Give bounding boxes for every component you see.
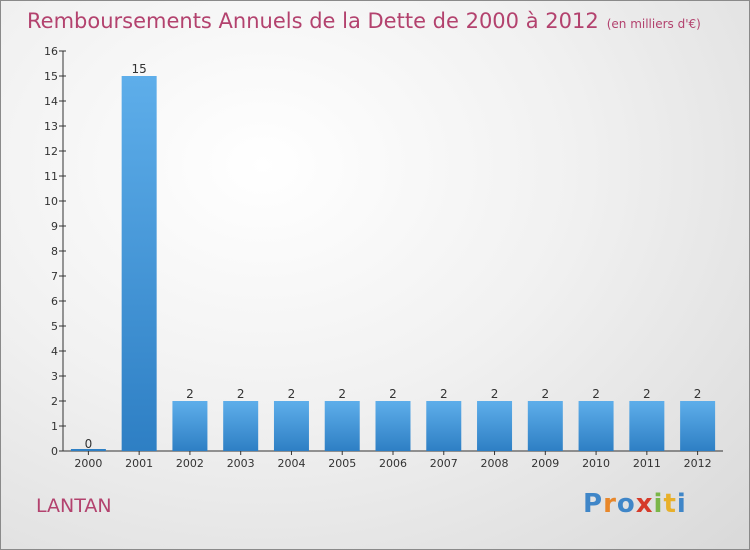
data-label: 2 — [237, 387, 245, 401]
y-tick-label: 3 — [51, 370, 58, 383]
logo-letter: i — [676, 489, 687, 519]
data-label: 0 — [85, 437, 93, 451]
chart-subtitle: (en milliers d'€) — [606, 17, 701, 31]
x-tick-label: 2007 — [430, 457, 458, 470]
bar — [527, 401, 563, 451]
y-tick-label: 2 — [51, 395, 58, 408]
x-tick-label: 2011 — [633, 457, 661, 470]
x-tick-label: 2008 — [481, 457, 509, 470]
logo-letter: t — [663, 489, 677, 519]
bar — [680, 401, 716, 451]
x-tick-label: 2006 — [379, 457, 407, 470]
x-tick-label: 2005 — [328, 457, 356, 470]
bar — [324, 401, 360, 451]
logo-letter: i — [653, 489, 664, 519]
bar — [172, 401, 208, 451]
x-tick-label: 2010 — [582, 457, 610, 470]
y-tick-label: 6 — [51, 295, 58, 308]
x-tick-label: 2000 — [74, 457, 102, 470]
y-tick-label: 14 — [44, 95, 58, 108]
data-label: 2 — [440, 387, 448, 401]
logo-letter: x — [635, 489, 654, 519]
data-label: 2 — [491, 387, 499, 401]
y-tick-label: 5 — [51, 320, 58, 333]
x-tick-label: 2004 — [277, 457, 305, 470]
x-axis: 2000 2001 2002 2003 2004 2005 2006 2007 2008 2009… — [63, 450, 723, 470]
x-tick-label: 2001 — [125, 457, 153, 470]
y-tick-label: 13 — [44, 120, 58, 133]
y-tick-label: 16 — [44, 45, 58, 58]
data-label: 2 — [694, 387, 702, 401]
data-label: 2 — [643, 387, 651, 401]
bar — [375, 401, 411, 451]
x-tick-label: 2003 — [227, 457, 255, 470]
y-tick-label: 8 — [51, 245, 58, 258]
y-tick-label: 0 — [51, 445, 58, 458]
y-tick-label: 12 — [44, 145, 58, 158]
logo-letter: P — [583, 489, 604, 519]
bar — [121, 76, 157, 451]
y-tick-label: 15 — [44, 70, 58, 83]
bar — [273, 401, 309, 451]
title-text: Remboursements Annuels de la Dette de 20… — [27, 9, 599, 33]
y-tick-label: 11 — [44, 170, 58, 183]
bar — [477, 401, 513, 451]
bars: 0 15 2 2 2 2 2 2 2 2 2 2 2 — [70, 62, 716, 451]
commune-name: LANTAN — [36, 495, 112, 517]
data-label: 15 — [132, 62, 147, 76]
bar — [426, 401, 462, 451]
logo-letter: o — [616, 489, 636, 519]
bar — [578, 401, 614, 451]
data-label: 2 — [592, 387, 600, 401]
data-label: 2 — [541, 387, 549, 401]
x-tick-label: 2009 — [531, 457, 559, 470]
logo-letter: r — [603, 489, 617, 519]
y-tick-label: 4 — [51, 345, 58, 358]
x-tick-label: 2012 — [684, 457, 712, 470]
chart-title: Remboursements Annuels de la Dette de 20… — [27, 9, 701, 33]
data-label: 2 — [186, 387, 194, 401]
bar — [223, 401, 259, 451]
data-label: 2 — [288, 387, 296, 401]
y-tick-label: 9 — [51, 220, 58, 233]
y-tick-label: 7 — [51, 270, 58, 283]
data-label: 2 — [389, 387, 397, 401]
y-tick-label: 1 — [51, 420, 58, 433]
data-label: 2 — [338, 387, 346, 401]
bar — [629, 401, 665, 451]
x-tick-label: 2002 — [176, 457, 204, 470]
y-tick-label: 10 — [44, 195, 58, 208]
proxiti-logo[interactable]: Proxiti — [583, 489, 687, 519]
